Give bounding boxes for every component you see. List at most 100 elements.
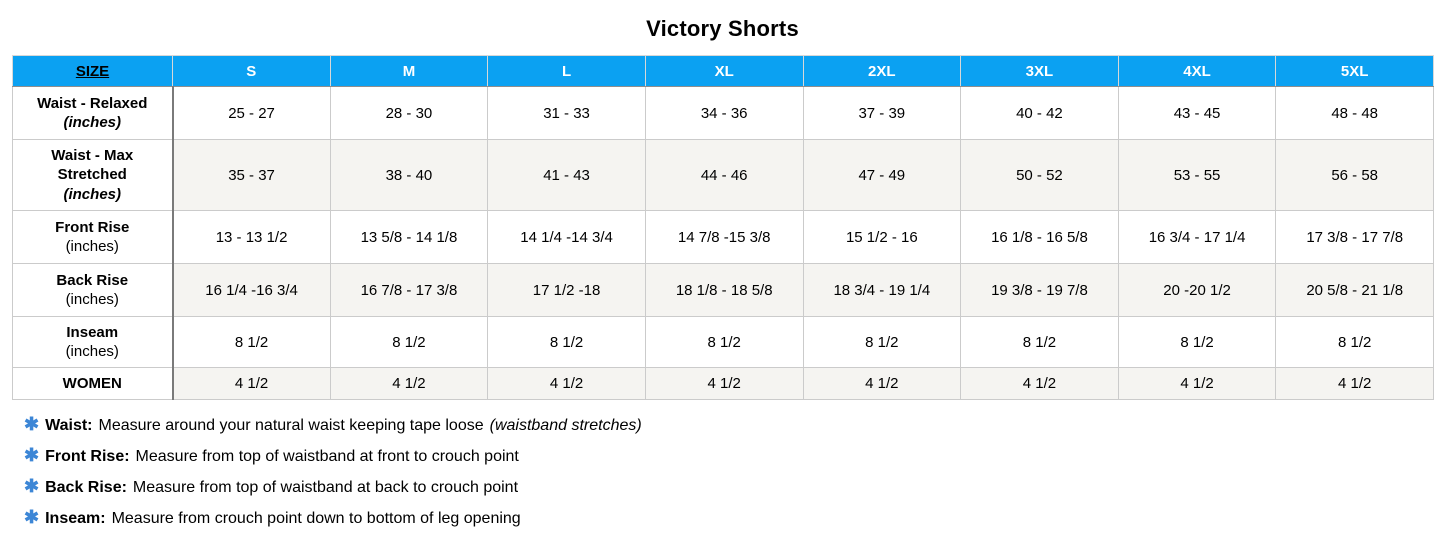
cell-waist-max-xl: 44 - 46 — [644, 139, 804, 211]
row-label-text: WOMEN — [62, 374, 122, 392]
cell-front-rise-3xl: 16 1/8 - 16 5/8 — [960, 210, 1119, 264]
column-header-s: S — [172, 55, 331, 87]
cell-inseam-s: 8 1/2 — [172, 316, 331, 368]
row-unit-text: (inches) — [63, 114, 121, 131]
row-label-text: Waist - Max Stretched — [51, 147, 134, 184]
cell-women-4xl: 4 1/2 — [1117, 367, 1277, 400]
cell-inseam-2xl: 8 1/2 — [802, 316, 962, 368]
column-header-size: SIZE — [12, 55, 173, 87]
footnote-term: Waist: — [45, 417, 93, 434]
cell-back-rise-l: 17 1/2 -18 — [487, 263, 646, 317]
asterisk-icon: ✱ — [24, 507, 40, 527]
cell-back-rise-4xl: 20 -20 1/2 — [1117, 263, 1277, 317]
cell-front-rise-2xl: 15 1/2 - 16 — [802, 210, 962, 264]
footnote-waist: ✱ Waist: Measure around your natural wai… — [24, 409, 1445, 440]
cell-inseam-xl: 8 1/2 — [644, 316, 804, 368]
footnote-inseam: ✱ Inseam: Measure from crouch point down… — [24, 502, 1445, 533]
row-label-waist-max: Waist - Max Stretched (inches) — [12, 139, 174, 211]
cell-waist-max-3xl: 50 - 52 — [960, 139, 1119, 211]
cell-waist-max-l: 41 - 43 — [487, 139, 646, 211]
row-label-text: Back Rise — [56, 271, 129, 289]
cell-inseam-4xl: 8 1/2 — [1117, 316, 1277, 368]
table-row-back-rise: Back Rise (inches) 16 1/4 -16 3/4 16 7/8… — [12, 263, 1434, 317]
cell-waist-max-4xl: 53 - 55 — [1117, 139, 1277, 211]
cell-front-rise-4xl: 16 3/4 - 17 1/4 — [1117, 210, 1277, 264]
footnotes-section: ✱ Waist: Measure around your natural wai… — [24, 409, 1445, 533]
footnote-text: Measure from top of waistband at back to… — [132, 479, 519, 496]
page-title: Victory Shorts — [646, 16, 799, 41]
cell-back-rise-xl: 18 1/8 - 18 5/8 — [644, 263, 804, 317]
cell-waist-relaxed-2xl: 37 - 39 — [802, 86, 962, 140]
asterisk-icon: ✱ — [24, 476, 40, 496]
footnote-term: Inseam: — [45, 510, 106, 527]
cell-women-xl: 4 1/2 — [644, 367, 804, 400]
column-header-m: M — [329, 55, 489, 87]
row-label-text: Inseam — [66, 323, 119, 341]
row-label-inseam: Inseam (inches) — [12, 316, 174, 368]
table-row-waist-max: Waist - Max Stretched (inches) 35 - 37 3… — [12, 139, 1434, 211]
row-label-front-rise: Front Rise (inches) — [12, 210, 174, 264]
cell-back-rise-5xl: 20 5/8 - 21 1/8 — [1275, 263, 1434, 317]
row-label-text: Waist - Relaxed — [37, 94, 148, 112]
footnote-back-rise: ✱ Back Rise: Measure from top of waistba… — [24, 471, 1445, 502]
cell-women-m: 4 1/2 — [329, 367, 489, 400]
table-row-women: WOMEN 4 1/2 4 1/2 4 1/2 4 1/2 4 1/2 4 1/… — [12, 367, 1434, 400]
row-label-text: Front Rise — [55, 218, 130, 236]
cell-front-rise-5xl: 17 3/8 - 17 7/8 — [1275, 210, 1434, 264]
cell-back-rise-3xl: 19 3/8 - 19 7/8 — [960, 263, 1119, 317]
cell-front-rise-l: 14 1/4 -14 3/4 — [487, 210, 646, 264]
cell-women-3xl: 4 1/2 — [960, 367, 1119, 400]
cell-waist-max-5xl: 56 - 58 — [1275, 139, 1434, 211]
column-header-l: L — [487, 55, 646, 87]
cell-women-5xl: 4 1/2 — [1275, 367, 1434, 400]
cell-inseam-3xl: 8 1/2 — [960, 316, 1119, 368]
size-chart-table: SIZE S M L XL 2XL 3XL 4XL 5XL Waist - Re… — [12, 55, 1434, 400]
row-unit-text: (inches) — [65, 238, 119, 255]
cell-front-rise-s: 13 - 13 1/2 — [172, 210, 331, 264]
table-row-front-rise: Front Rise (inches) 13 - 13 1/2 13 5/8 -… — [12, 210, 1434, 264]
column-header-5xl: 5XL — [1275, 55, 1434, 87]
row-label-back-rise: Back Rise (inches) — [12, 263, 174, 317]
table-row-waist-relaxed: Waist - Relaxed (inches) 25 - 27 28 - 30… — [12, 86, 1434, 140]
cell-women-2xl: 4 1/2 — [802, 367, 962, 400]
footnote-term: Back Rise: — [45, 479, 127, 496]
footnote-front-rise: ✱ Front Rise: Measure from top of waistb… — [24, 440, 1445, 471]
cell-inseam-l: 8 1/2 — [487, 316, 646, 368]
cell-women-l: 4 1/2 — [487, 367, 646, 400]
footnote-italic-note: (waistband stretches) — [489, 417, 642, 434]
row-unit-text: (inches) — [63, 185, 121, 203]
column-header-xl: XL — [644, 55, 804, 87]
column-header-2xl: 2XL — [802, 55, 962, 87]
cell-inseam-m: 8 1/2 — [329, 316, 489, 368]
row-label-waist-relaxed: Waist - Relaxed (inches) — [12, 86, 174, 140]
cell-front-rise-m: 13 5/8 - 14 1/8 — [329, 210, 489, 264]
cell-waist-relaxed-l: 31 - 33 — [487, 86, 646, 140]
cell-waist-relaxed-3xl: 40 - 42 — [960, 86, 1119, 140]
row-label-women: WOMEN — [12, 367, 174, 400]
column-header-3xl: 3XL — [960, 55, 1119, 87]
cell-waist-relaxed-5xl: 48 - 48 — [1275, 86, 1434, 140]
row-unit-text: (inches) — [65, 291, 119, 308]
cell-back-rise-s: 16 1/4 -16 3/4 — [172, 263, 331, 317]
footnote-term: Front Rise: — [45, 448, 130, 465]
row-unit-text: (inches) — [65, 343, 119, 360]
cell-women-s: 4 1/2 — [172, 367, 331, 400]
footnote-text: Measure around your natural waist keepin… — [98, 417, 484, 434]
cell-waist-relaxed-xl: 34 - 36 — [644, 86, 804, 140]
cell-waist-relaxed-s: 25 - 27 — [172, 86, 331, 140]
footnote-text: Measure from top of waistband at front t… — [135, 448, 519, 465]
column-header-4xl: 4XL — [1117, 55, 1277, 87]
cell-waist-relaxed-4xl: 43 - 45 — [1117, 86, 1277, 140]
cell-back-rise-2xl: 18 3/4 - 19 1/4 — [802, 263, 962, 317]
asterisk-icon: ✱ — [24, 414, 40, 434]
header-row: SIZE S M L XL 2XL 3XL 4XL 5XL — [12, 55, 1434, 87]
cell-waist-max-s: 35 - 37 — [172, 139, 331, 211]
cell-front-rise-xl: 14 7/8 -15 3/8 — [644, 210, 804, 264]
cell-back-rise-m: 16 7/8 - 17 3/8 — [329, 263, 489, 317]
cell-waist-relaxed-m: 28 - 30 — [329, 86, 489, 140]
cell-waist-max-2xl: 47 - 49 — [802, 139, 962, 211]
cell-inseam-5xl: 8 1/2 — [1275, 316, 1434, 368]
asterisk-icon: ✱ — [24, 445, 40, 465]
table-row-inseam: Inseam (inches) 8 1/2 8 1/2 8 1/2 8 1/2 … — [12, 316, 1434, 368]
